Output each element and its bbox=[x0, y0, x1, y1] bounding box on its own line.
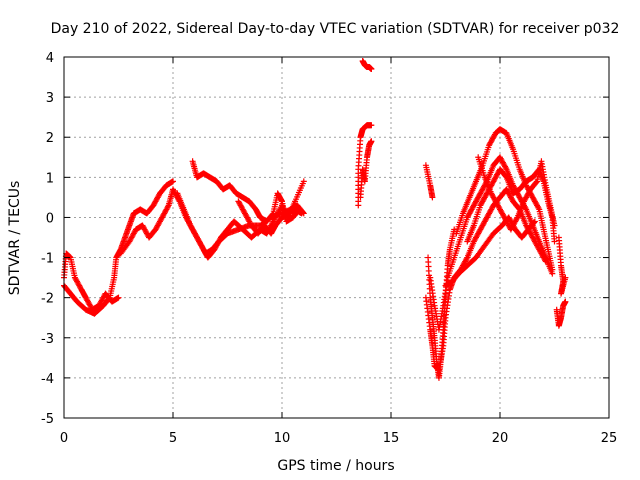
y-tick-label: 0 bbox=[46, 211, 54, 226]
data-point bbox=[531, 219, 538, 226]
data-points bbox=[61, 58, 569, 381]
data-point bbox=[551, 238, 558, 245]
data-point bbox=[170, 178, 176, 185]
data-point bbox=[368, 122, 375, 129]
data-point bbox=[513, 215, 520, 222]
data-point bbox=[429, 194, 436, 201]
data-point bbox=[368, 66, 375, 73]
data-point bbox=[549, 266, 556, 273]
y-tick-label: -4 bbox=[41, 372, 54, 387]
grid-lines bbox=[64, 57, 609, 418]
data-point bbox=[531, 218, 538, 225]
data-point bbox=[164, 203, 171, 210]
y-tick-label: -2 bbox=[41, 292, 54, 307]
y-tick-label: 2 bbox=[46, 131, 54, 146]
x-tick-label: 5 bbox=[169, 431, 177, 446]
x-tick-label: 20 bbox=[492, 431, 509, 446]
data-point bbox=[463, 255, 470, 262]
y-tick-label: -3 bbox=[41, 332, 54, 347]
x-tick-labels: 0 5 10 15 20 25 bbox=[60, 431, 617, 446]
y-tick-label: 1 bbox=[46, 171, 54, 186]
data-point bbox=[502, 164, 509, 171]
data-point bbox=[562, 298, 569, 305]
y-tick-labels: -5 -4 -3 -2 -1 0 1 2 3 4 bbox=[41, 51, 54, 427]
data-point bbox=[298, 210, 305, 217]
x-tick-label: 0 bbox=[60, 431, 68, 446]
y-tick-label: -5 bbox=[41, 412, 54, 427]
y-axis-label: SDTVAR / TECUs bbox=[7, 181, 23, 296]
x-axis-label: GPS time / hours bbox=[277, 458, 394, 474]
data-point bbox=[300, 178, 307, 185]
x-tick-label: 10 bbox=[274, 431, 291, 446]
chart-title: Day 210 of 2022, Sidereal Day-to-day VTE… bbox=[51, 21, 620, 37]
data-point bbox=[368, 138, 375, 145]
data-point bbox=[551, 222, 558, 229]
data-point bbox=[269, 219, 276, 226]
data-point bbox=[535, 205, 542, 212]
x-tick-label: 25 bbox=[601, 431, 618, 446]
x-tick-label: 15 bbox=[383, 431, 400, 446]
y-tick-label: -1 bbox=[41, 252, 54, 267]
plot-frame bbox=[63, 56, 610, 419]
axis-ticks bbox=[63, 56, 610, 419]
y-tick-label: 4 bbox=[46, 51, 54, 66]
y-tick-label: 3 bbox=[46, 91, 54, 106]
data-point bbox=[269, 211, 276, 218]
data-point bbox=[106, 295, 113, 302]
data-point bbox=[533, 179, 540, 186]
data-point bbox=[115, 294, 122, 301]
data-point bbox=[562, 274, 569, 281]
